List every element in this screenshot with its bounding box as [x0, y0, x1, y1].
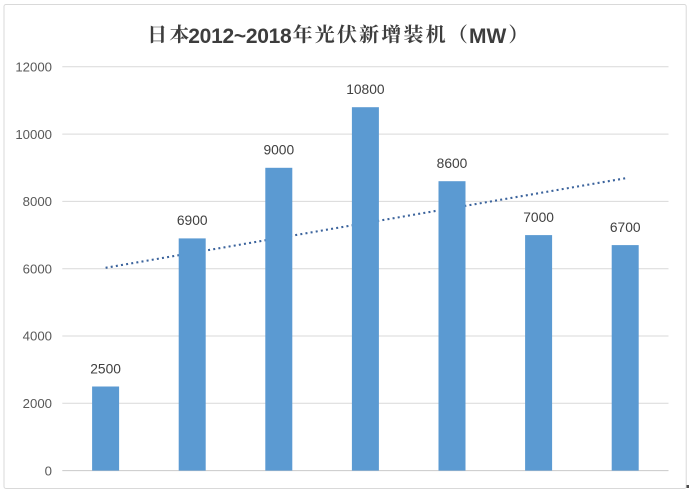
- svg-text:MW: MW: [469, 25, 506, 48]
- svg-text:10800: 10800: [346, 82, 385, 97]
- svg-text:8000: 8000: [23, 194, 52, 209]
- svg-text:9000: 9000: [263, 143, 294, 158]
- svg-text:6000: 6000: [23, 261, 52, 276]
- svg-text:0: 0: [45, 463, 52, 478]
- svg-text:10000: 10000: [15, 127, 52, 142]
- svg-text:8600: 8600: [437, 156, 468, 171]
- svg-text:2500: 2500: [90, 361, 121, 376]
- svg-text:6900: 6900: [177, 213, 208, 228]
- svg-text:2000: 2000: [23, 396, 52, 411]
- svg-text:2012~2018: 2012~2018: [188, 25, 292, 48]
- svg-text:7000: 7000: [523, 210, 554, 225]
- svg-text:6700: 6700: [610, 220, 641, 235]
- svg-text:4000: 4000: [23, 329, 52, 344]
- svg-text:12000: 12000: [15, 60, 52, 75]
